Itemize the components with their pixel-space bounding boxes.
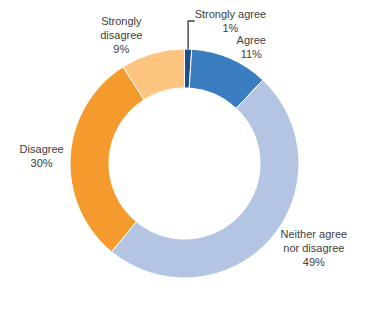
svg-text:Disagree30%: Disagree30%: [20, 143, 64, 169]
svg-text:Strongly agree1%: Strongly agree1%: [195, 8, 267, 34]
svg-text:Agree11%: Agree11%: [237, 34, 266, 60]
svg-text:Neither agreenor disagree49%: Neither agreenor disagree49%: [281, 228, 348, 269]
svg-text:Stronglydisagree9%: Stronglydisagree9%: [100, 15, 142, 56]
